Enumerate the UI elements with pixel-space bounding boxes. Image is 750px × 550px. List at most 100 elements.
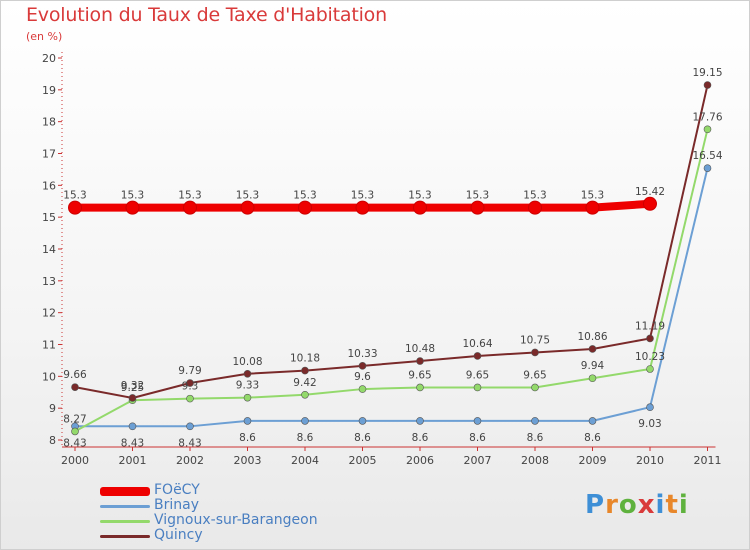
series-line-Brinay <box>74 167 709 428</box>
data-point <box>416 417 424 425</box>
data-label: 9.79 <box>178 365 201 377</box>
data-point <box>413 200 427 215</box>
data-label: 9.66 <box>63 369 87 381</box>
chart-subtitle: (en %) <box>26 30 63 43</box>
data-point <box>186 422 194 431</box>
data-point <box>301 366 309 375</box>
data-label: 15.3 <box>121 190 144 202</box>
data-point <box>646 365 654 373</box>
data-label: 15.3 <box>523 190 546 202</box>
legend-label: Brinay <box>154 497 199 513</box>
logo-letter: x <box>637 490 656 520</box>
y-tick-label: 9 <box>49 402 56 415</box>
data-label: 9.25 <box>121 382 144 394</box>
legend-swatch <box>100 505 150 508</box>
x-tick-label: 2001 <box>119 454 147 467</box>
data-label: 16.54 <box>692 150 722 162</box>
data-label: 10.23 <box>635 351 665 363</box>
data-point <box>588 417 597 425</box>
logo-letter: t <box>665 490 679 520</box>
data-point <box>531 383 539 392</box>
data-label: 9.65 <box>466 369 489 381</box>
data-point <box>243 393 252 402</box>
series-line-Vignoux-sur-Barangeon <box>74 128 709 433</box>
data-label: 9.33 <box>236 380 259 392</box>
data-label: 15.3 <box>236 190 259 202</box>
x-tick-label: 2011 <box>694 454 722 467</box>
logo-letter: P <box>585 490 606 520</box>
data-label: 10.64 <box>462 338 492 350</box>
data-point <box>473 352 482 360</box>
data-label: 10.18 <box>290 353 320 365</box>
data-label: 8.43 <box>121 437 144 449</box>
legend-label: FOëCY <box>154 482 200 498</box>
data-point <box>183 200 197 215</box>
data-label: 8.6 <box>354 432 371 444</box>
data-label: 9.42 <box>293 377 316 389</box>
data-point <box>355 200 370 215</box>
x-tick-label: 2000 <box>61 454 89 467</box>
data-point <box>358 417 367 425</box>
data-point <box>358 385 367 393</box>
data-label: 8.6 <box>412 432 429 444</box>
data-point <box>703 81 712 89</box>
data-label: 15.3 <box>466 190 489 202</box>
data-point <box>71 383 79 391</box>
data-label: 15.3 <box>63 190 86 202</box>
y-tick-label: 14 <box>42 243 56 256</box>
data-point <box>416 357 424 365</box>
y-tick-label: 13 <box>42 275 56 288</box>
data-point <box>416 383 424 392</box>
data-label: 9.65 <box>523 369 546 381</box>
data-label: 10.08 <box>232 356 262 368</box>
logo-letter: o <box>618 490 638 520</box>
data-label: 10.86 <box>577 331 607 343</box>
proxiti-logo: Proxiti <box>585 490 689 520</box>
data-point <box>703 125 712 134</box>
data-point <box>531 417 539 425</box>
data-point <box>298 200 312 215</box>
y-tick-label: 12 <box>42 307 56 320</box>
y-tick-label: 19 <box>42 84 56 97</box>
data-point <box>528 200 542 215</box>
data-point <box>643 196 657 211</box>
data-point <box>68 200 82 215</box>
data-label: 15.3 <box>293 190 316 202</box>
series-line-Quincy <box>74 84 709 399</box>
y-tick-label: 15 <box>42 211 56 224</box>
data-label: 9.94 <box>581 360 605 372</box>
legend-swatch <box>100 520 150 523</box>
data-point <box>703 164 712 172</box>
y-tick-label: 8 <box>49 434 56 447</box>
data-label: 9.32 <box>121 380 144 392</box>
data-label: 8.27 <box>63 413 86 425</box>
data-label: 10.48 <box>405 343 435 355</box>
x-tick-label: 2003 <box>234 454 262 467</box>
data-point <box>473 383 482 392</box>
y-tick-label: 17 <box>42 148 56 161</box>
data-point <box>358 362 367 370</box>
data-label: 10.33 <box>347 348 377 360</box>
data-point <box>646 403 654 412</box>
x-tick-label: 2008 <box>521 454 549 467</box>
data-label: 9.03 <box>638 418 661 430</box>
data-point <box>301 417 309 425</box>
legend-swatch <box>100 487 150 496</box>
data-label: 8.6 <box>469 432 486 444</box>
data-point <box>531 348 539 357</box>
x-tick-label: 2002 <box>176 454 204 467</box>
data-point <box>473 417 482 425</box>
data-label: 15.3 <box>581 190 604 202</box>
data-point <box>125 200 140 215</box>
y-tick-label: 11 <box>42 339 56 352</box>
data-point <box>585 200 600 215</box>
data-label: 9.3 <box>182 381 199 393</box>
data-label: 15.3 <box>178 190 201 202</box>
data-point <box>128 394 137 402</box>
x-tick-label: 2009 <box>579 454 607 467</box>
data-label: 9.65 <box>408 369 431 381</box>
legend-label: Quincy <box>154 527 203 543</box>
data-point <box>71 427 79 436</box>
